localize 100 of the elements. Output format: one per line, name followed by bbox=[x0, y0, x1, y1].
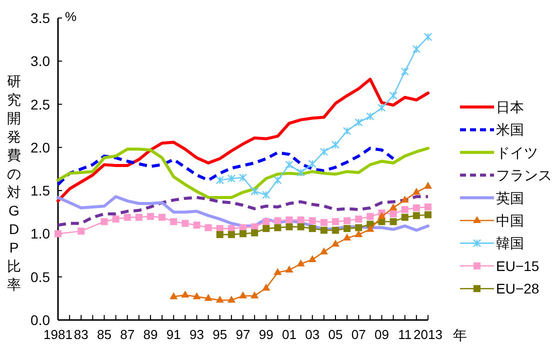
point bbox=[274, 268, 282, 276]
point bbox=[285, 265, 294, 272]
point bbox=[308, 217, 316, 224]
y-tick-label: 0.5 bbox=[30, 268, 50, 285]
point bbox=[320, 247, 328, 254]
point bbox=[274, 224, 282, 232]
point bbox=[262, 225, 270, 232]
y-tick-label: 1.5 bbox=[30, 182, 50, 199]
point bbox=[112, 216, 120, 223]
point bbox=[378, 212, 386, 219]
legend-label: ドイツ bbox=[496, 144, 538, 160]
point bbox=[170, 292, 178, 300]
y-tick-label: 3.0 bbox=[30, 53, 50, 70]
legend-label: 中国 bbox=[496, 212, 524, 228]
point bbox=[355, 224, 362, 232]
point bbox=[251, 229, 258, 236]
point bbox=[250, 187, 259, 196]
legend-label: 日本 bbox=[496, 99, 524, 115]
x-tick-label: 97 bbox=[236, 327, 250, 342]
point bbox=[412, 212, 420, 220]
x-tick-label: 85 bbox=[97, 327, 112, 342]
point bbox=[227, 174, 236, 183]
point bbox=[412, 188, 420, 195]
point bbox=[158, 214, 166, 221]
point bbox=[297, 216, 304, 224]
point bbox=[240, 230, 246, 238]
point bbox=[400, 67, 409, 76]
point bbox=[286, 223, 293, 230]
x-tick-label: 87 bbox=[120, 327, 135, 342]
point bbox=[401, 206, 408, 214]
point bbox=[78, 228, 85, 235]
point bbox=[332, 218, 339, 226]
point bbox=[366, 224, 374, 232]
point bbox=[331, 140, 340, 149]
point bbox=[216, 296, 224, 303]
x-tick-label: 11 bbox=[398, 327, 412, 342]
point bbox=[296, 259, 305, 266]
point bbox=[182, 220, 189, 227]
x-tick-label: 03 bbox=[305, 327, 320, 342]
point bbox=[401, 214, 408, 221]
point bbox=[412, 204, 420, 212]
point bbox=[274, 176, 282, 184]
point bbox=[344, 225, 351, 232]
point bbox=[227, 296, 236, 303]
y-tick-label: 2.0 bbox=[30, 139, 50, 156]
point bbox=[308, 225, 316, 232]
point bbox=[320, 148, 328, 156]
legend-label: 韓国 bbox=[496, 235, 524, 252]
y-tick-label: 0.0 bbox=[30, 312, 50, 328]
point bbox=[204, 294, 212, 301]
point bbox=[262, 218, 270, 226]
x-tick-label: 01 bbox=[282, 327, 296, 342]
point bbox=[286, 216, 293, 224]
point bbox=[390, 218, 397, 226]
x-tick-label: 07 bbox=[351, 327, 366, 342]
point bbox=[285, 160, 294, 169]
point bbox=[354, 118, 363, 127]
point bbox=[355, 216, 362, 223]
point bbox=[147, 212, 154, 220]
x-tick-label: 83 bbox=[74, 327, 88, 342]
point bbox=[343, 234, 352, 241]
x-tick-label: 09 bbox=[374, 327, 389, 342]
point bbox=[262, 190, 270, 199]
x-tick-label: 89 bbox=[143, 327, 158, 342]
point bbox=[193, 222, 200, 229]
point bbox=[239, 291, 247, 298]
x-tick-label: 99 bbox=[258, 327, 274, 342]
point bbox=[216, 176, 224, 184]
point bbox=[424, 203, 432, 210]
point bbox=[332, 240, 340, 247]
point bbox=[181, 290, 190, 298]
point bbox=[250, 291, 259, 298]
x-tick-label: 05 bbox=[328, 327, 343, 342]
x-axis-title: 年 bbox=[453, 327, 467, 343]
point bbox=[124, 214, 131, 221]
point bbox=[100, 218, 108, 226]
legend-label: 米国 bbox=[496, 122, 524, 138]
point bbox=[262, 284, 270, 291]
point bbox=[320, 218, 328, 226]
point bbox=[389, 203, 398, 210]
point bbox=[424, 182, 432, 189]
x-tick-label: 1981 bbox=[44, 327, 72, 342]
y-tick-label: 2.5 bbox=[30, 96, 50, 112]
point bbox=[332, 226, 339, 234]
legend-label: EU−28 bbox=[496, 280, 540, 297]
legend-label: フランス bbox=[496, 167, 552, 184]
point bbox=[297, 223, 304, 230]
point bbox=[390, 210, 397, 218]
point bbox=[308, 255, 316, 262]
point bbox=[424, 211, 432, 218]
point bbox=[412, 44, 421, 54]
y-tick-label: 3.5 bbox=[30, 10, 50, 26]
y-tick-label: 1.0 bbox=[30, 226, 50, 242]
legend-label: EU−15 bbox=[496, 258, 540, 274]
x-tick-label: 93 bbox=[190, 327, 204, 342]
x-tick-label: 2013 bbox=[414, 327, 442, 342]
point bbox=[400, 196, 409, 203]
point bbox=[378, 104, 386, 112]
point bbox=[308, 160, 316, 168]
point bbox=[320, 226, 328, 234]
